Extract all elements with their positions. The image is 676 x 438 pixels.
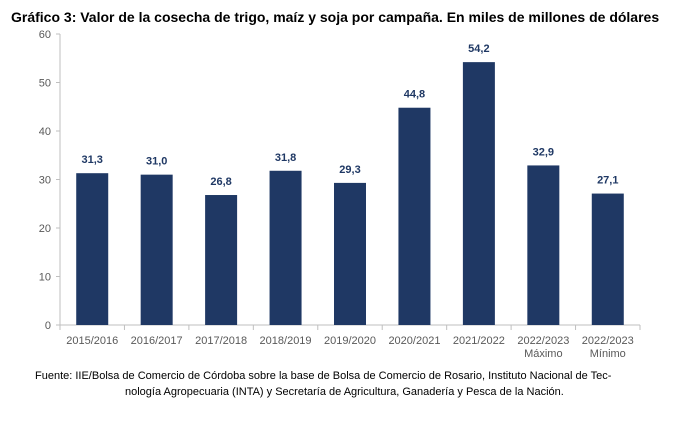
y-tick-label: 10 [39, 272, 51, 284]
x-tick-label: 2022/2023 [582, 335, 634, 347]
bar [76, 173, 109, 325]
data-label: 54,2 [468, 43, 489, 55]
x-tick-label: 2019/2020 [324, 335, 376, 347]
bar [591, 193, 624, 325]
bar [334, 182, 366, 325]
x-tick-label: Máximo [524, 348, 563, 360]
x-tick-label: 2018/2019 [260, 335, 312, 347]
data-label: 31,3 [82, 154, 103, 166]
x-tick-label: 2015/2016 [66, 335, 118, 347]
data-label: 31,8 [275, 152, 296, 164]
source-note: Fuente: IIE/Bolsa de Comercio de Córdoba… [35, 368, 655, 400]
x-tick-label: Mínimo [590, 348, 626, 360]
y-tick-label: 60 [39, 29, 51, 41]
data-label: 26,8 [210, 176, 231, 188]
bar [398, 107, 431, 325]
x-tick-label: 2021/2022 [453, 335, 505, 347]
bar [269, 170, 302, 325]
y-tick-label: 40 [39, 126, 51, 138]
x-tick-label: 2020/2021 [388, 335, 440, 347]
data-label: 32,9 [533, 146, 554, 158]
y-tick-label: 0 [45, 320, 51, 332]
y-tick-label: 30 [39, 175, 51, 187]
chart-title: Gráfico 3: Valor de la cosecha de trigo,… [11, 9, 660, 25]
data-label: 31,0 [146, 156, 167, 168]
x-tick-label: 2017/2018 [195, 335, 247, 347]
source-line-1: Fuente: IIE/Bolsa de Comercio de Córdoba… [35, 370, 612, 382]
bar [462, 62, 495, 325]
data-label: 29,3 [339, 164, 360, 176]
bar [205, 195, 238, 325]
bar [527, 165, 560, 325]
bar [140, 174, 173, 325]
y-tick-label: 50 [39, 78, 51, 90]
x-tick-label: 2016/2017 [131, 335, 183, 347]
y-tick-label: 20 [39, 223, 51, 235]
x-tick-label: 2022/2023 [517, 335, 569, 347]
data-label: 44,8 [404, 89, 425, 101]
source-line-2: nología Agropecuaria (INTA) y Secretaría… [125, 386, 564, 398]
data-label: 27,1 [597, 175, 618, 187]
